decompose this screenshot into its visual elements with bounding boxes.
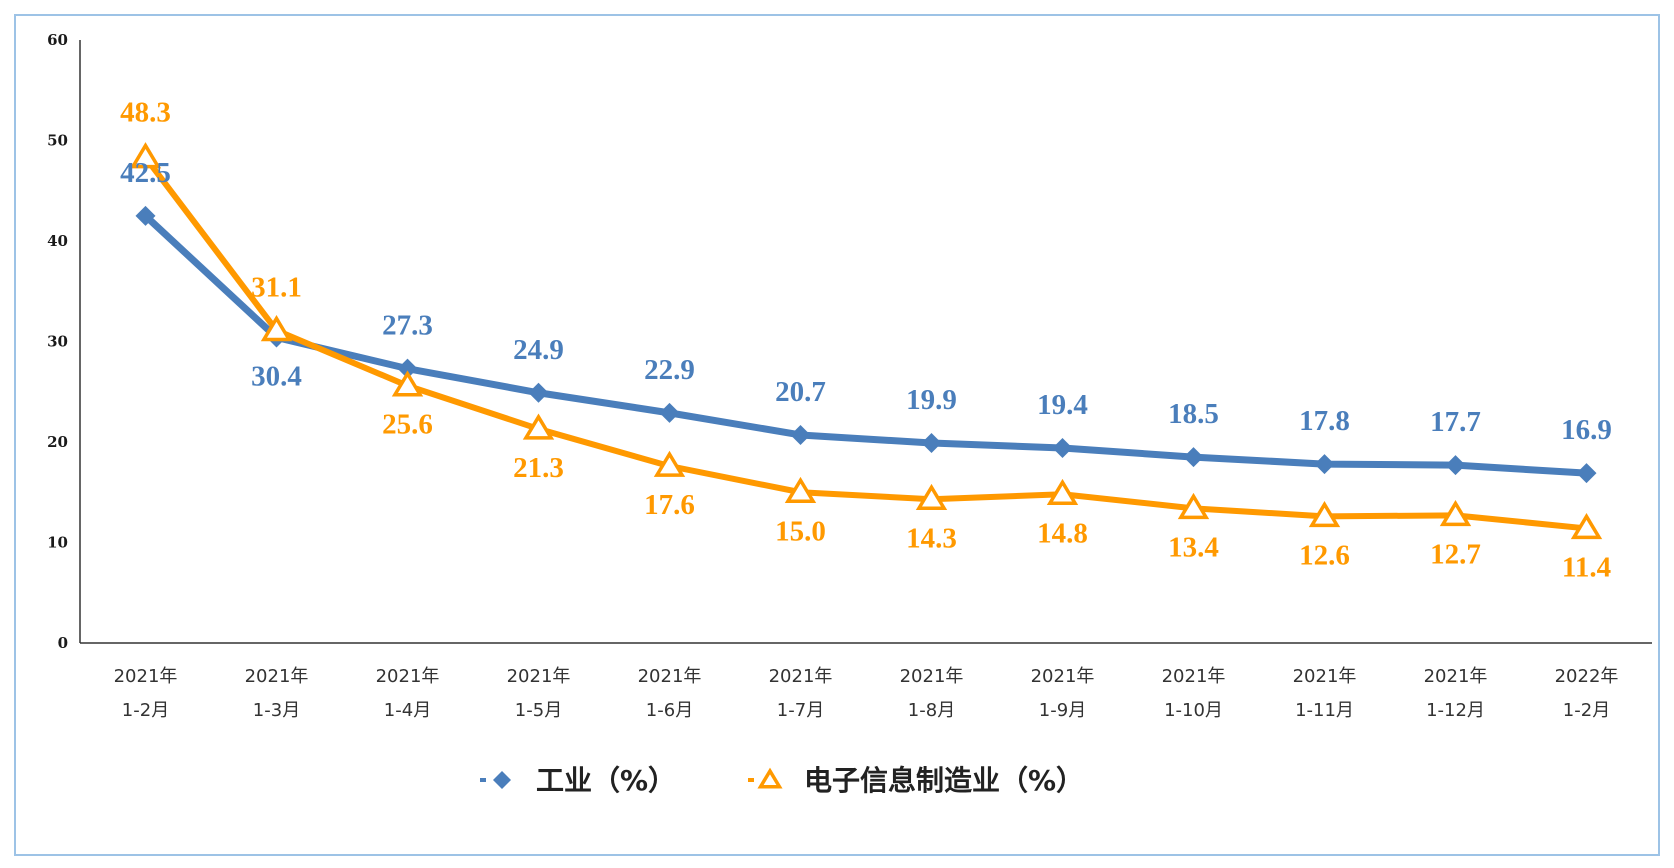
x-tick-label-year: 2021年 — [1162, 666, 1226, 687]
x-tick-label-year: 2021年 — [507, 666, 571, 687]
point-electronics — [260, 315, 293, 342]
data-label-industry: 30.4 — [251, 360, 302, 392]
data-label-industry: 20.7 — [775, 376, 826, 408]
y-tick-label: 20 — [47, 433, 68, 451]
data-label-electronics: 31.1 — [251, 271, 302, 303]
data-label-industry: 22.9 — [644, 354, 695, 386]
data-label-industry: 17.8 — [1299, 405, 1350, 437]
point-industry — [1052, 438, 1073, 459]
series-line-industry — [143, 213, 1587, 477]
point-electronics — [653, 450, 686, 477]
data-label-industry: 16.9 — [1561, 414, 1612, 446]
point-electronics — [129, 142, 162, 169]
data-label-industry: 19.9 — [906, 384, 957, 416]
y-tick-label: 0 — [58, 634, 68, 652]
x-tick-label-period: 1-8月 — [908, 700, 955, 721]
x-tick-label-year: 2021年 — [638, 666, 702, 687]
data-label-electronics: 13.4 — [1168, 531, 1219, 563]
point-electronics — [915, 483, 948, 511]
x-tick-label-period: 1-4月 — [384, 700, 431, 721]
y-tick-label: 10 — [47, 534, 68, 552]
x-tick-label-year: 2021年 — [245, 666, 309, 687]
point-industry — [528, 382, 549, 403]
point-industry — [1183, 447, 1204, 468]
data-label-industry: 17.7 — [1430, 406, 1481, 438]
point-electronics — [1308, 500, 1341, 528]
data-label-industry: 19.4 — [1037, 389, 1088, 421]
data-label-electronics: 25.6 — [382, 409, 433, 441]
y-tick-label: 50 — [47, 132, 68, 150]
y-tick-label: 30 — [47, 333, 68, 351]
data-label-electronics: 17.6 — [644, 489, 695, 521]
x-tick-label-year: 2021年 — [376, 666, 440, 687]
x-tick-label-year: 2021年 — [900, 666, 964, 687]
point-industry — [1576, 463, 1597, 484]
data-label-industry: 42.5 — [120, 157, 171, 189]
point-industry — [790, 424, 811, 445]
point-industry — [1314, 454, 1335, 475]
series-line-electronics — [143, 155, 1587, 532]
data-label-electronics: 12.6 — [1299, 539, 1350, 571]
x-tick-label-period: 1-5月 — [515, 700, 562, 721]
data-label-electronics: 11.4 — [1562, 551, 1611, 583]
x-tick-label-year: 2021年 — [1031, 666, 1095, 687]
x-tick-label-year: 2021年 — [1424, 666, 1488, 687]
x-tick-label-year: 2021年 — [114, 666, 178, 687]
point-industry — [659, 402, 680, 423]
x-tick-label-period: 1-2月 — [1563, 700, 1610, 721]
point-electronics — [1439, 499, 1472, 527]
point-industry — [921, 433, 942, 454]
x-tick-label-period: 1-9月 — [1039, 700, 1086, 721]
y-tick-label: 60 — [47, 31, 68, 49]
legend-label-industry: 工业（%） — [536, 764, 676, 797]
point-electronics — [522, 413, 555, 440]
data-label-industry: 27.3 — [382, 310, 433, 342]
legend-marker-triangle — [757, 767, 783, 789]
y-tick-label: 40 — [47, 232, 68, 250]
x-axis-ticks: 2021年 1-2月 2021年 1-3月 2021年 1-4月 2021年 1-5月 2021… — [114, 666, 1619, 721]
x-tick-label-period: 1-12月 — [1426, 700, 1485, 721]
data-label-industry: 18.5 — [1168, 398, 1219, 430]
point-electronics — [391, 370, 424, 397]
point-electronics — [1177, 492, 1210, 520]
data-label-electronics: 14.3 — [906, 522, 957, 554]
x-tick-label-period: 1-7月 — [777, 700, 824, 721]
point-industry — [397, 358, 418, 379]
point-electronics — [1046, 478, 1079, 506]
x-tick-label-period: 1-11月 — [1295, 700, 1354, 721]
x-tick-label-period: 1-6月 — [646, 700, 693, 721]
x-tick-label-year: 2021年 — [1293, 666, 1357, 687]
point-industry — [135, 205, 156, 226]
data-label-electronics: 12.7 — [1430, 538, 1481, 570]
point-industry — [1445, 455, 1466, 476]
legend: 工业（%） 电子信息制造业（%） — [480, 764, 1084, 797]
axes — [79, 40, 1652, 644]
x-tick-label-period: 1-10月 — [1164, 700, 1223, 721]
data-label-electronics: 48.3 — [120, 97, 171, 129]
point-electronics — [784, 476, 817, 503]
data-label-electronics: 14.8 — [1037, 517, 1088, 549]
point-electronics — [1570, 513, 1603, 540]
series-layer — [129, 142, 1603, 540]
legend-marker-diamond — [493, 771, 511, 789]
legend-label-electronics: 电子信息制造业（%） — [804, 764, 1084, 797]
x-tick-label-year: 2022年 — [1555, 666, 1619, 687]
data-labels: 42.5 30.4 27.3 24.9 22.9 20.7 19.9 19.4 18.5 17.8… — [120, 97, 1612, 584]
x-tick-label-period: 1-2月 — [122, 700, 169, 721]
y-axis-ticks: 0 10 20 30 40 50 60 — [47, 31, 68, 652]
x-tick-label-year: 2021年 — [769, 666, 833, 687]
x-tick-label-period: 1-3月 — [253, 700, 300, 721]
data-label-industry: 24.9 — [513, 334, 564, 366]
data-label-electronics: 21.3 — [513, 452, 564, 484]
data-label-electronics: 15.0 — [775, 515, 826, 547]
